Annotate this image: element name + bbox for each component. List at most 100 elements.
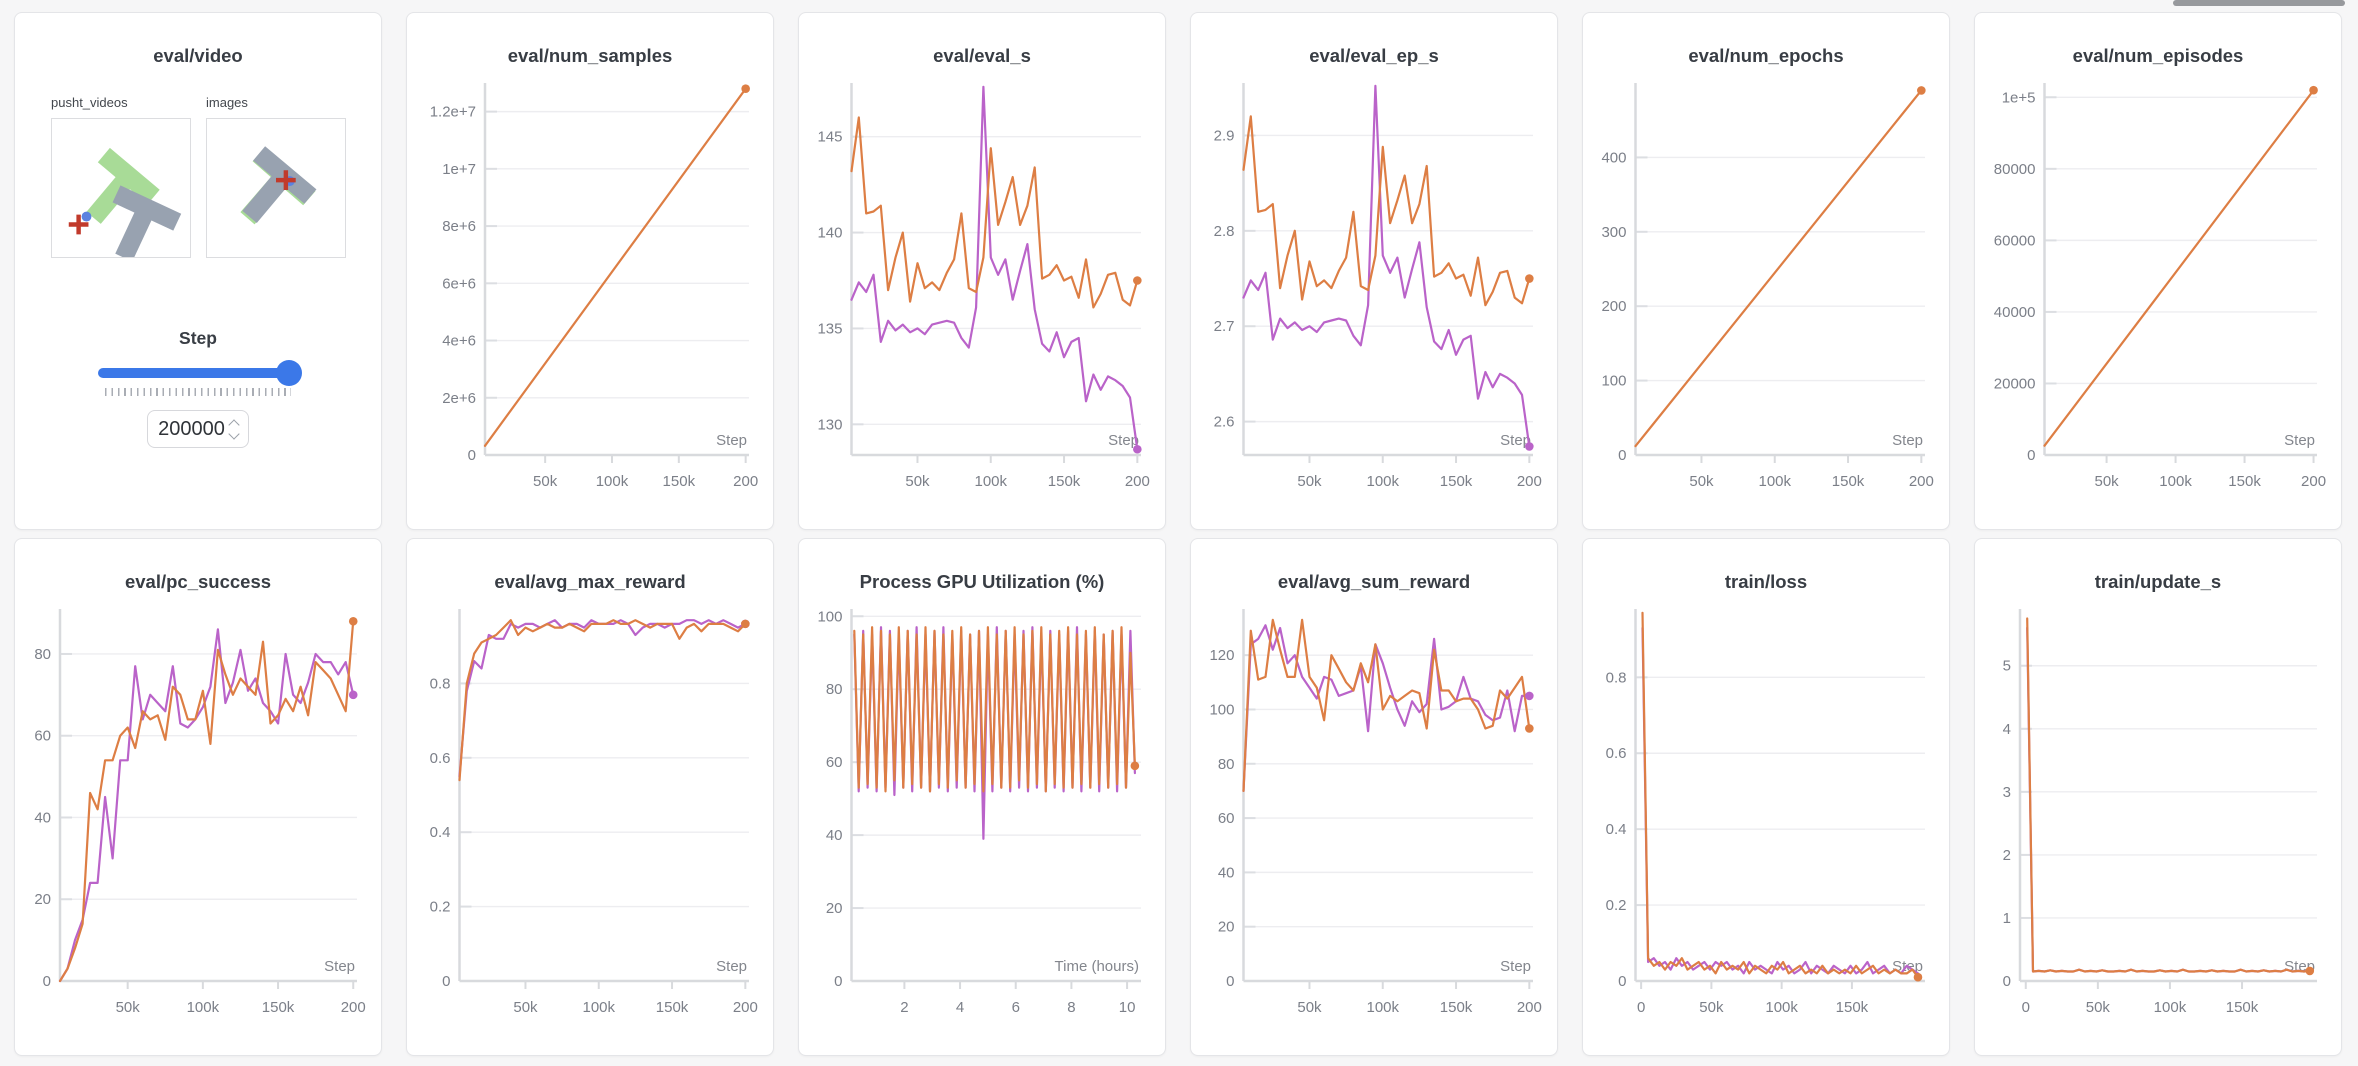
panel-eval-num-episodes[interactable]: eval/num_episodes 0 20000 40000 60000 80000 1… — [1974, 12, 2342, 530]
svg-text:0: 0 — [2027, 447, 2035, 464]
horizontal-scrollbar-thumb[interactable] — [2173, 0, 2345, 6]
svg-text:Step: Step — [1500, 432, 1531, 449]
panel-title: train/update_s — [2094, 571, 2222, 592]
red-cross-marker — [68, 214, 89, 235]
svg-text:2.7: 2.7 — [1214, 318, 1235, 335]
svg-text:50k: 50k — [905, 473, 930, 490]
svg-text:50k: 50k — [116, 999, 141, 1016]
panel-eval-num-epochs[interactable]: eval/num_epochs 0 100 200 300 400 50k 100k 150k… — [1582, 12, 1950, 530]
panel-eval-eval-ep-s[interactable]: eval/eval_ep_s 2.6 2.7 2.8 2.9 50k 100k 150k 20… — [1190, 12, 1558, 530]
step-slider-ticks — [105, 388, 291, 396]
svg-text:0.2: 0.2 — [1606, 897, 1627, 914]
gray-t-shape — [112, 185, 182, 262]
svg-text:50k: 50k — [1297, 999, 1322, 1016]
chart-svg: 0 20000 40000 60000 80000 1e+5 50k 100k 150k 200 S… — [1994, 83, 2326, 490]
svg-text:40: 40 — [34, 809, 51, 826]
step-input-value: 200000 — [158, 417, 225, 440]
chart-eval-avg-max-reward: 0 0.2 0.4 0.6 0.8 50k 100k 150k 200 Step — [407, 599, 773, 1035]
panel-eval-num-samples[interactable]: eval/num_samples 0 2e+6 4e+6 6e+6 8e+6 1e+7 1.… — [406, 12, 774, 530]
svg-text:0: 0 — [1618, 447, 1626, 464]
step-slider-track[interactable] — [98, 368, 298, 378]
svg-text:150k: 150k — [2228, 473, 2261, 490]
chart-svg: 130 135 140 145 50k 100k 150k 200 Step — [817, 83, 1150, 490]
svg-text:150k: 150k — [1440, 473, 1473, 490]
svg-text:0: 0 — [2003, 973, 2011, 990]
svg-text:50k: 50k — [513, 999, 538, 1016]
panel-eval-pc-success[interactable]: eval/pc_success 0 20 40 60 80 50k 100k 150k 200 S… — [14, 538, 382, 1056]
chart-svg: 0 0.2 0.4 0.6 0.8 50k 100k 150k 200 Step — [430, 609, 758, 1016]
svg-text:Step: Step — [716, 958, 747, 975]
svg-text:0.6: 0.6 — [430, 750, 451, 767]
svg-text:150k: 150k — [656, 999, 689, 1016]
panel-title: eval/pc_success — [124, 571, 272, 592]
svg-text:6e+6: 6e+6 — [442, 275, 476, 292]
step-input[interactable]: 200000 — [147, 410, 249, 448]
svg-text:20: 20 — [34, 891, 51, 908]
svg-text:50k: 50k — [2086, 999, 2111, 1016]
panel-eval-video[interactable]: eval/video pusht_videos — [14, 12, 382, 530]
panel-train-loss[interactable]: train/loss 0 0.2 0.4 0.6 0.8 0 50k 100k 150k Step — [1582, 538, 1950, 1056]
step-input-spinner[interactable] — [228, 418, 240, 440]
chart-eval-num-episodes: 0 20000 40000 60000 80000 1e+5 50k 100k 150k 200 S… — [1975, 73, 2341, 509]
svg-text:40: 40 — [1218, 864, 1235, 881]
svg-text:2: 2 — [900, 999, 908, 1016]
svg-text:150k: 150k — [663, 473, 696, 490]
panel-eval-eval-s[interactable]: eval/eval_s 130 135 140 145 50k 100k 150k 200 St… — [798, 12, 1166, 530]
chart-svg: 0 20 40 60 80 100 2 4 6 8 10 Time (hours) — [817, 608, 1141, 1016]
chart-eval-avg-sum-reward: 0 20 40 60 80 100 120 50k 100k 150k 200 Step — [1191, 599, 1557, 1035]
images-scene-drawing — [240, 146, 317, 225]
panel-process-gpu-utilization[interactable]: Process GPU Utilization (%) 0 20 40 60 80 100… — [798, 538, 1166, 1056]
svg-text:60: 60 — [826, 754, 843, 771]
svg-text:80: 80 — [1218, 756, 1235, 773]
svg-text:400: 400 — [1601, 149, 1626, 166]
chart-svg: 0 100 200 300 400 50k 100k 150k 200 Step — [1601, 83, 1934, 490]
svg-text:300: 300 — [1601, 224, 1626, 241]
svg-text:100k: 100k — [582, 999, 615, 1016]
svg-text:100k: 100k — [596, 473, 629, 490]
images-thumbnail[interactable] — [206, 118, 346, 258]
svg-text:60: 60 — [34, 728, 51, 745]
svg-text:1e+5: 1e+5 — [2002, 89, 2036, 106]
svg-text:Time (hours): Time (hours) — [1055, 958, 1139, 975]
svg-text:0.4: 0.4 — [430, 824, 451, 841]
svg-text:2.6: 2.6 — [1214, 414, 1235, 431]
panel-title: eval/video — [153, 45, 243, 66]
svg-text:150k: 150k — [1836, 999, 1869, 1016]
svg-text:145: 145 — [817, 129, 842, 146]
svg-text:0.2: 0.2 — [430, 899, 451, 916]
svg-text:2: 2 — [2003, 847, 2011, 864]
svg-text:0: 0 — [468, 447, 476, 464]
pusht-videos-thumbnail[interactable] — [51, 118, 191, 262]
svg-text:50k: 50k — [533, 473, 558, 490]
svg-text:100k: 100k — [1366, 473, 1399, 490]
svg-text:3: 3 — [2003, 784, 2011, 801]
chart-train-update-s: 0 1 2 3 4 5 0 50k 100k 150k Step — [1975, 599, 2341, 1035]
svg-text:20: 20 — [826, 900, 843, 917]
step-slider-handle[interactable] — [276, 360, 302, 386]
svg-text:2.8: 2.8 — [1214, 223, 1235, 240]
panel-title: eval/eval_ep_s — [1309, 45, 1439, 66]
svg-text:2e+6: 2e+6 — [442, 390, 476, 407]
svg-text:135: 135 — [817, 320, 842, 337]
svg-text:40000: 40000 — [1994, 304, 2036, 321]
svg-text:80: 80 — [34, 646, 51, 663]
panel-title: eval/num_samples — [507, 45, 673, 66]
panel-train-update-s[interactable]: train/update_s 0 1 2 3 4 5 0 50k 100k 150k Step — [1974, 538, 2342, 1056]
svg-text:100k: 100k — [1758, 473, 1791, 490]
spinner-down-icon[interactable] — [228, 427, 240, 440]
panel-eval-avg-sum-reward[interactable]: eval/avg_sum_reward 0 20 40 60 80 100 120 50k 10… — [1190, 538, 1558, 1056]
blue-dot-marker — [81, 211, 92, 222]
panel-eval-avg-max-reward[interactable]: eval/avg_max_reward 0 0.2 0.4 0.6 0.8 50k 100k… — [406, 538, 774, 1056]
step-slider[interactable] — [98, 360, 302, 386]
svg-text:0.6: 0.6 — [1606, 745, 1627, 762]
svg-text:0: 0 — [1226, 973, 1234, 990]
svg-text:4: 4 — [956, 999, 964, 1016]
svg-text:80: 80 — [826, 681, 843, 698]
svg-text:50k: 50k — [1699, 999, 1724, 1016]
panel-title: eval/avg_max_reward — [494, 571, 686, 592]
step-control-block: Step 200000 — [15, 328, 381, 448]
svg-text:0: 0 — [1618, 973, 1626, 990]
svg-text:150k: 150k — [1048, 473, 1081, 490]
